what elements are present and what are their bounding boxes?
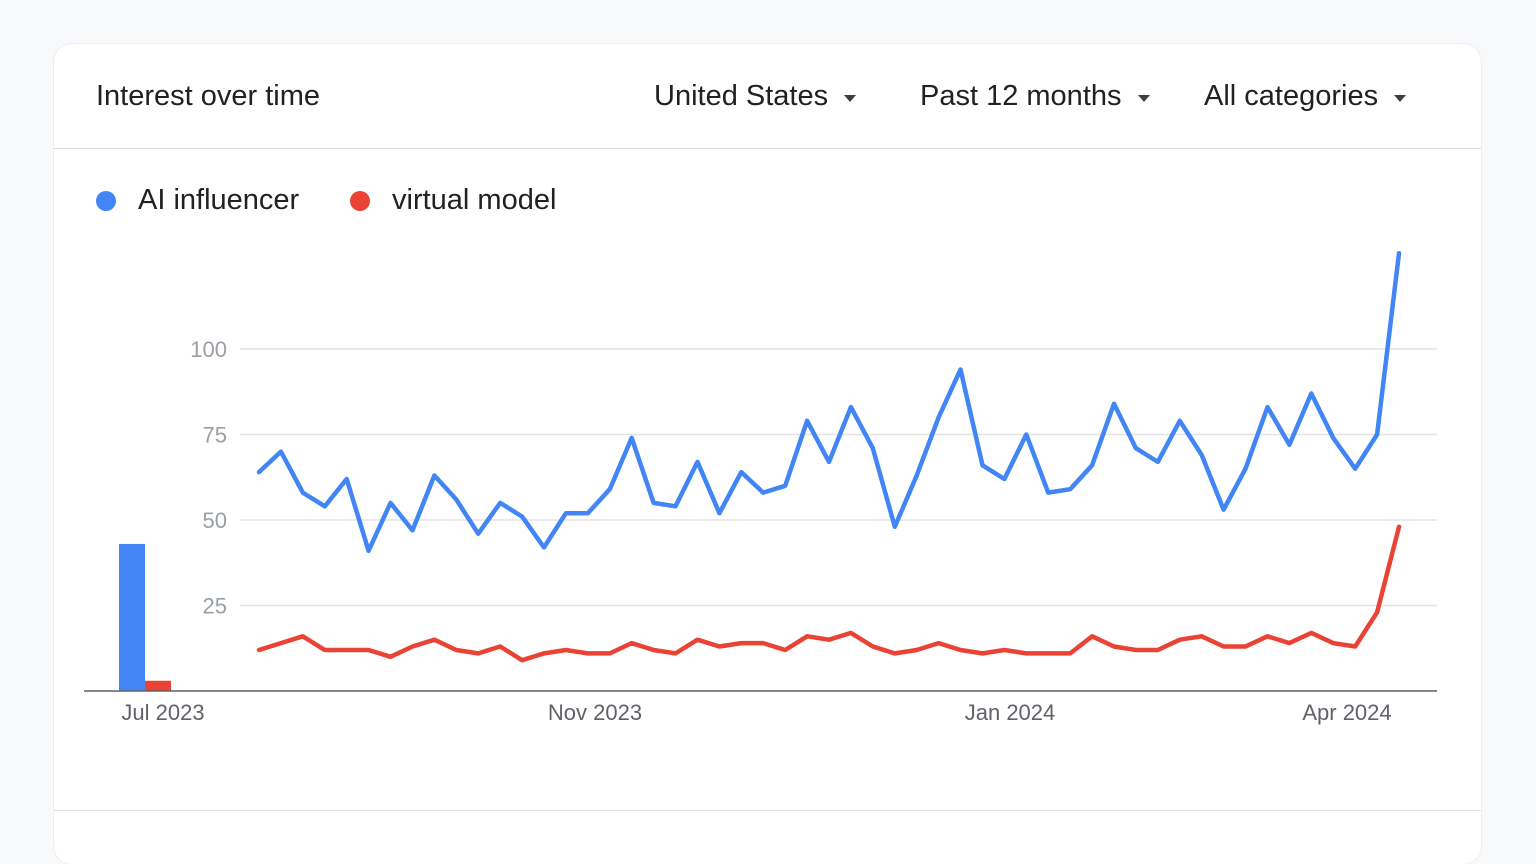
y-tick-label: 25 bbox=[203, 594, 227, 619]
legend-label: AI influencer bbox=[138, 184, 300, 216]
y-tick-label: 50 bbox=[203, 508, 227, 533]
x-tick-label: Jan 2024 bbox=[965, 700, 1056, 725]
line-chart: 100 75 50 25 Jul 2023 Nov 2023 Jan 2024 Apr 20… bbox=[84, 250, 1437, 725]
legend-dot-icon bbox=[350, 190, 370, 211]
category-dropdown[interactable]: All categories bbox=[1204, 80, 1407, 113]
y-tick-label: 100 bbox=[190, 337, 227, 362]
region-label: United States bbox=[654, 80, 829, 112]
footer-divider bbox=[54, 810, 1481, 811]
average-bar-virtual-model bbox=[145, 680, 171, 691]
average-bar-ai-influencer bbox=[119, 543, 145, 691]
y-axis-ticks: 100 75 50 25 bbox=[190, 337, 227, 619]
legend-item-virtual-model[interactable]: virtual model bbox=[350, 184, 556, 217]
series-line-ai-influencer bbox=[256, 250, 1402, 554]
x-tick-label: Apr 2024 bbox=[1302, 700, 1391, 725]
card-header: Interest over time United States Past 12… bbox=[54, 44, 1481, 149]
chevron-down-icon bbox=[1394, 95, 1407, 102]
region-dropdown[interactable]: United States bbox=[654, 80, 857, 113]
period-label: Past 12 months bbox=[920, 80, 1122, 112]
y-tick-label: 75 bbox=[203, 423, 227, 448]
legend-label: virtual model bbox=[392, 184, 557, 216]
x-tick-label: Jul 2023 bbox=[121, 700, 204, 725]
card-title: Interest over time bbox=[96, 80, 321, 112]
x-axis-ticks: Jul 2023 Nov 2023 Jan 2024 Apr 2024 bbox=[121, 700, 1391, 725]
x-tick-label: Nov 2023 bbox=[548, 700, 642, 725]
grid-lines bbox=[240, 348, 1437, 607]
chevron-down-icon bbox=[844, 95, 857, 102]
category-label: All categories bbox=[1204, 80, 1379, 112]
legend-item-ai-influencer[interactable]: AI influencer bbox=[96, 184, 299, 217]
interest-over-time-card: Interest over time United States Past 12… bbox=[54, 44, 1481, 864]
chevron-down-icon bbox=[1137, 95, 1150, 102]
series-lines bbox=[256, 250, 1402, 663]
legend-dot-icon bbox=[96, 190, 116, 211]
series-line-virtual-model bbox=[256, 524, 1402, 663]
period-dropdown[interactable]: Past 12 months bbox=[920, 80, 1150, 113]
average-bars bbox=[119, 543, 171, 691]
